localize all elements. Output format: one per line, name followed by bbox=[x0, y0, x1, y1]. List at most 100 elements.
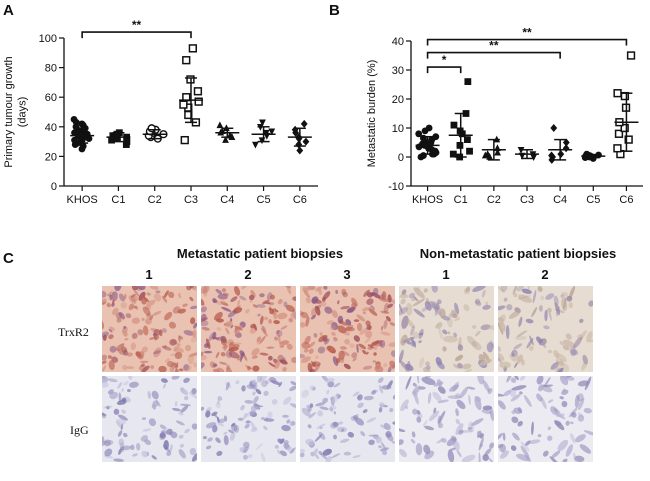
x-tick-label: C3 bbox=[184, 194, 198, 206]
data-point bbox=[216, 121, 224, 129]
ihc-tile-trxr2-nonmet-1 bbox=[399, 286, 494, 372]
data-point bbox=[123, 138, 131, 145]
data-point bbox=[252, 141, 259, 149]
data-point bbox=[70, 116, 78, 123]
x-tick-label: C5 bbox=[257, 194, 271, 206]
tissue-texture bbox=[102, 286, 197, 372]
ihc-tile-igg-met-3 bbox=[300, 376, 395, 462]
ihc-tile-trxr2-met-3 bbox=[300, 286, 395, 372]
x-tick-label: C3 bbox=[520, 194, 534, 206]
significance-label: ** bbox=[489, 39, 499, 53]
data-point bbox=[193, 87, 203, 96]
tissue-texture bbox=[498, 376, 593, 462]
series-c6-points bbox=[613, 51, 636, 159]
ihc-tile-igg-met-2 bbox=[201, 376, 296, 462]
data-point bbox=[626, 51, 636, 60]
y-tick-label: 0 bbox=[398, 152, 404, 164]
significance-bracket bbox=[426, 66, 462, 74]
data-point bbox=[300, 119, 308, 128]
panel-letter-a: A bbox=[3, 2, 14, 19]
data-point bbox=[450, 121, 458, 129]
metastatic-col-1: 1 bbox=[145, 267, 153, 282]
y-tick-label: 0 bbox=[51, 181, 57, 193]
y-axis-label: Primary tumour growth(days) bbox=[3, 56, 28, 167]
significance-label: * bbox=[442, 53, 447, 67]
y-tick-label: -10 bbox=[388, 181, 404, 193]
data-point bbox=[295, 140, 303, 149]
significance-bracket bbox=[81, 31, 192, 39]
data-point bbox=[415, 130, 423, 138]
x-tick-label: C1 bbox=[454, 194, 468, 206]
x-tick-label: C5 bbox=[586, 194, 600, 206]
significance-bracket bbox=[426, 51, 561, 59]
data-point bbox=[548, 151, 555, 160]
data-point bbox=[456, 142, 464, 149]
y-tick-label: 60 bbox=[45, 92, 57, 104]
chart-metastatic-burden: -10 0 10 20 30 40 KHOS C1 C2 C3 C4 C5 C6 Metastatic b… bbox=[366, 26, 643, 206]
data-point bbox=[562, 138, 570, 147]
metastatic-col-3: 3 bbox=[343, 267, 351, 282]
data-point bbox=[466, 147, 473, 155]
tissue-texture bbox=[201, 376, 296, 462]
data-point bbox=[109, 132, 117, 140]
significance-bracket bbox=[426, 38, 628, 46]
tissue-texture bbox=[300, 286, 395, 372]
data-point bbox=[620, 123, 629, 133]
data-point bbox=[194, 97, 203, 106]
x-tick-label: C4 bbox=[553, 194, 567, 206]
data-point bbox=[78, 120, 86, 128]
y-tick-label: 100 bbox=[39, 33, 57, 45]
data-point bbox=[262, 129, 270, 137]
data-point bbox=[425, 124, 433, 132]
data-point bbox=[449, 150, 457, 158]
data-point bbox=[179, 100, 188, 109]
tissue-texture bbox=[201, 286, 296, 372]
ihc-tile-igg-met-1 bbox=[102, 376, 197, 462]
y-tick-label: 10 bbox=[392, 123, 404, 135]
tissue-texture bbox=[498, 286, 593, 372]
series-c4-points bbox=[548, 124, 570, 164]
data-point bbox=[484, 150, 492, 157]
tissue-texture bbox=[399, 376, 494, 462]
data-point bbox=[259, 119, 266, 127]
y-tick-label: 30 bbox=[392, 65, 404, 77]
x-tick-label: C4 bbox=[220, 194, 234, 206]
data-point bbox=[188, 44, 198, 53]
ihc-tile-igg-nonmet-1 bbox=[399, 376, 494, 462]
ihc-tile-igg-nonmet-2 bbox=[498, 376, 593, 462]
data-point bbox=[614, 129, 624, 138]
ihc-tile-trxr2-nonmet-2 bbox=[498, 286, 593, 372]
tissue-texture bbox=[102, 376, 197, 462]
data-point bbox=[182, 56, 191, 65]
ihc-tile-trxr2-met-2 bbox=[201, 286, 296, 372]
data-point bbox=[432, 133, 440, 141]
panel-letter-b: B bbox=[329, 2, 340, 19]
data-point bbox=[624, 135, 633, 144]
y-tick-label: 80 bbox=[45, 63, 57, 75]
tissue-texture bbox=[300, 376, 395, 462]
data-point bbox=[180, 135, 189, 145]
data-point bbox=[108, 136, 116, 144]
x-tick-label: C6 bbox=[619, 194, 633, 206]
data-point bbox=[302, 137, 310, 146]
chart-primary-tumour-growth: 0 20 40 60 80 100 KHOS C1 C2 C3 C4 C5 C6 Primary tumo… bbox=[3, 18, 318, 206]
x-tick-label: C2 bbox=[487, 194, 501, 206]
y-tick-label: 40 bbox=[45, 122, 57, 134]
nonmetastatic-group-label: Non-metastatic patient biopsies bbox=[419, 246, 617, 261]
x-tick-label: C1 bbox=[111, 194, 125, 206]
series-khos-points bbox=[70, 116, 93, 153]
data-point bbox=[464, 78, 472, 85]
data-point bbox=[296, 146, 304, 155]
data-point bbox=[550, 124, 558, 132]
metastatic-group-label: Metastatic patient biopsies bbox=[176, 246, 344, 261]
y-tick-label: 40 bbox=[392, 36, 404, 48]
x-tick-label: KHOS bbox=[67, 194, 98, 206]
metastatic-col-2: 2 bbox=[244, 267, 252, 282]
data-point bbox=[613, 89, 622, 98]
row-label-trxr2: TrxR2 bbox=[58, 325, 89, 339]
y-axis-label: Metastatic burden (%) bbox=[366, 60, 378, 168]
x-tick-label: KHOS bbox=[412, 194, 443, 206]
panel-letter-c: C bbox=[3, 250, 14, 267]
nonmetastatic-col-2: 2 bbox=[541, 267, 549, 282]
significance-label: ** bbox=[522, 26, 532, 40]
